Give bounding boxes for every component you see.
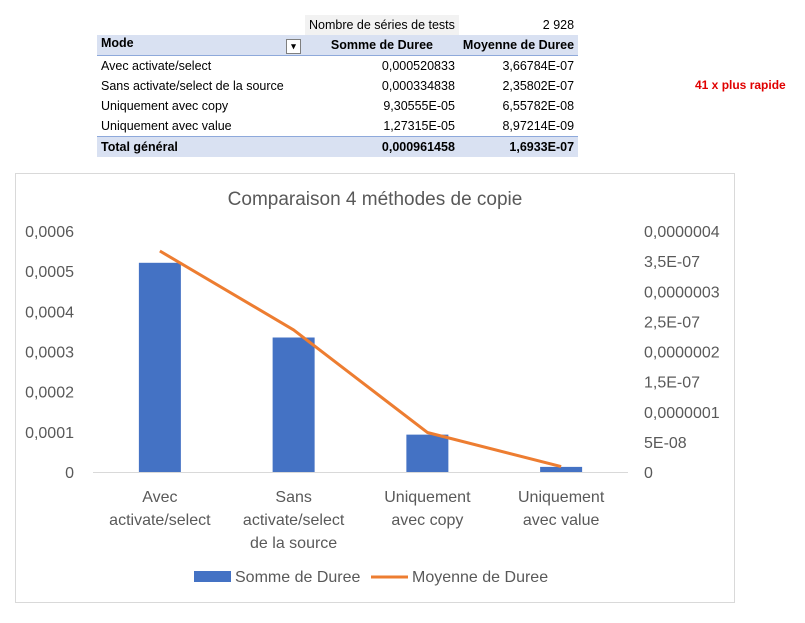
x-tick-label-line: avec value bbox=[523, 512, 600, 529]
tests-count-label: Nombre de séries de tests bbox=[305, 15, 459, 35]
y-right-tick-label: 0,0000004 bbox=[644, 224, 720, 241]
x-tick-label-line: avec copy bbox=[391, 512, 463, 529]
x-tick-label: Sans activate/select de la source bbox=[243, 489, 345, 552]
x-tick-label-line: de la source bbox=[250, 535, 337, 552]
total-mode: Total général bbox=[97, 136, 305, 157]
bar bbox=[272, 337, 315, 472]
x-tick-label-line: Avec bbox=[142, 489, 177, 506]
x-tick-label: Uniquement avec value bbox=[518, 489, 605, 529]
y-right-tick-label: 5E-08 bbox=[644, 435, 687, 452]
y-left-tick-label: 0,0002 bbox=[25, 385, 74, 402]
y-right-tick-label: 1,5E-07 bbox=[644, 375, 700, 392]
header-mode: Mode bbox=[101, 36, 134, 50]
pivot-table: Nombre de séries de tests 2 928 Mode ▾ S… bbox=[97, 15, 579, 157]
table-row: Uniquement avec value 1,27315E-05 8,9721… bbox=[97, 116, 578, 137]
x-tick-label: Uniquement avec copy bbox=[384, 489, 471, 529]
bar bbox=[540, 466, 583, 472]
legend-swatch-bar bbox=[194, 571, 231, 582]
row-moyenne: 8,97214E-09 bbox=[502, 119, 575, 133]
tests-count-value: 2 928 bbox=[458, 15, 579, 35]
y-left-tick-label: 0,0006 bbox=[25, 224, 74, 241]
series-line bbox=[159, 249, 562, 469]
y-right-tick-label: 3,5E-07 bbox=[644, 254, 700, 271]
total-moyenne: 1,6933E-07 bbox=[458, 136, 579, 157]
y-right-tick-label: 0,0000002 bbox=[644, 345, 720, 362]
total-somme: 0,000961458 bbox=[305, 136, 459, 157]
row-somme: 1,27315E-05 bbox=[383, 119, 455, 133]
row-somme: 0,000520833 bbox=[381, 59, 455, 73]
table-row: Sans activate/select de la source 0,0003… bbox=[97, 76, 578, 96]
legend-label-somme: Somme de Duree bbox=[235, 569, 360, 586]
y-right-tick-label: 0 bbox=[644, 465, 653, 482]
row-somme: 9,30555E-05 bbox=[383, 99, 455, 113]
y-right-tick-label: 2,5E-07 bbox=[644, 314, 700, 331]
bar bbox=[406, 434, 449, 472]
row-mode: Uniquement avec value bbox=[101, 119, 232, 133]
chart-title: Comparaison 4 méthodes de copie bbox=[228, 189, 523, 210]
x-tick-label-line: Uniquement bbox=[384, 489, 471, 506]
y-right-tick-label: 0,0000003 bbox=[644, 284, 720, 301]
bar-series bbox=[138, 262, 583, 472]
row-mode: Uniquement avec copy bbox=[101, 99, 229, 113]
left-axis: 0 0,0001 0,0002 0,0003 0,0004 0,0005 0,0006 bbox=[25, 224, 74, 482]
row-moyenne: 3,66784E-07 bbox=[502, 59, 575, 73]
line-series bbox=[159, 249, 562, 469]
header-somme: Somme de Duree bbox=[305, 35, 459, 56]
y-left-tick-label: 0 bbox=[65, 465, 74, 482]
row-moyenne: 6,55782E-08 bbox=[502, 99, 575, 113]
y-left-tick-label: 0,0005 bbox=[25, 264, 74, 281]
header-mode-cell: Mode ▾ bbox=[97, 35, 305, 56]
x-tick-label-line: Uniquement bbox=[518, 489, 605, 506]
right-axis: 0 5E-08 0,0000001 1,5E-07 0,0000002 2,5E-07 0,… bbox=[644, 224, 720, 482]
row-mode: Avec activate/select bbox=[101, 59, 212, 73]
row-somme: 0,000334838 bbox=[381, 79, 455, 93]
speed-note: 41 x plus rapide bbox=[695, 78, 786, 92]
y-left-tick-label: 0,0003 bbox=[25, 345, 74, 362]
x-tick-label-line: Sans bbox=[275, 489, 311, 506]
legend-label-moyenne: Moyenne de Duree bbox=[412, 569, 548, 586]
y-left-tick-label: 0,0001 bbox=[25, 425, 74, 442]
x-tick-label: Avec activate/select bbox=[109, 489, 211, 529]
total-row: Total général 0,000961458 1,6933E-07 bbox=[97, 136, 579, 157]
y-left-tick-label: 0,0004 bbox=[25, 304, 74, 321]
y-right-tick-label: 0,0000001 bbox=[644, 405, 720, 422]
table-row: Uniquement avec copy 9,30555E-05 6,55782… bbox=[97, 96, 578, 116]
category-labels: Avec activate/select Sans activate/select de… bbox=[109, 489, 605, 552]
chart-canvas: Comparaison 4 méthodes de copie 00,00010… bbox=[25, 189, 720, 586]
x-tick-label-line: activate/select bbox=[243, 512, 345, 529]
legend: Somme de Duree Moyenne de Duree bbox=[194, 569, 548, 586]
row-mode: Sans activate/select de la source bbox=[101, 79, 284, 93]
bar bbox=[138, 262, 181, 472]
combo-chart[interactable]: Comparaison 4 méthodes de copie 0 0,0001 0… bbox=[15, 173, 735, 603]
table-row: Avec activate/select 0,000520833 3,66784… bbox=[97, 56, 578, 77]
header-moyenne: Moyenne de Duree bbox=[458, 35, 579, 56]
sort-filter-icon[interactable]: ▾ bbox=[286, 39, 301, 54]
row-moyenne: 2,35802E-07 bbox=[502, 79, 575, 93]
x-tick-label-line: activate/select bbox=[109, 512, 211, 529]
